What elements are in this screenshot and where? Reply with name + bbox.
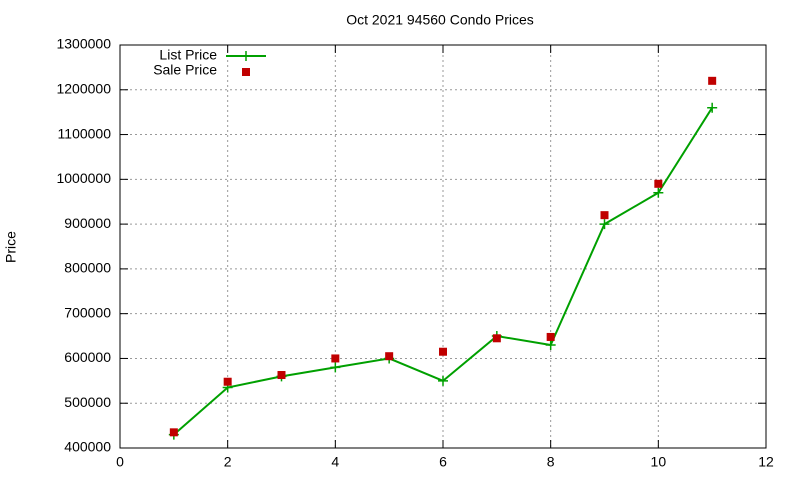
y-tick-label: 1200000 — [56, 80, 111, 96]
y-tick-label: 700000 — [64, 304, 111, 320]
data-point — [438, 375, 448, 386]
y-tick-label: 500000 — [64, 394, 111, 410]
legend-marker — [242, 68, 250, 76]
legend-label: List Price — [159, 47, 217, 63]
data-point — [492, 334, 501, 343]
y-tick-label: 1300000 — [56, 36, 111, 52]
x-tick-label: 10 — [651, 454, 667, 470]
data-point — [599, 219, 610, 230]
data-point — [331, 354, 340, 363]
data-point — [600, 211, 609, 220]
y-tick-label: 900000 — [64, 215, 111, 231]
y-tick-label: 800000 — [64, 260, 111, 276]
legend-marker — [241, 51, 251, 61]
data-point — [708, 76, 717, 85]
x-tick-label: 12 — [758, 454, 774, 470]
data-point — [546, 332, 555, 341]
data-point — [653, 187, 664, 198]
data-point — [439, 347, 447, 356]
x-tick-label: 4 — [331, 454, 339, 470]
data-point — [654, 179, 663, 188]
y-tick-label: 1000000 — [56, 170, 111, 186]
data-point — [330, 362, 341, 373]
data-point — [223, 377, 232, 386]
x-tick-label: 0 — [116, 454, 124, 470]
y-tick-label: 400000 — [64, 439, 111, 455]
chart-title: Oct 2021 94560 Condo Prices — [346, 12, 534, 28]
y-tick-label: 1100000 — [58, 125, 112, 141]
data-point — [277, 371, 286, 380]
data-point — [707, 102, 718, 113]
legend-label: Sale Price — [153, 62, 217, 78]
x-tick-label: 8 — [547, 454, 555, 470]
y-axis-label: Price — [3, 231, 19, 263]
x-tick-label: 6 — [439, 454, 447, 470]
y-tick-label: 600000 — [64, 349, 111, 365]
data-point — [169, 428, 178, 437]
plot-frame — [119, 44, 767, 449]
x-tick-label: 2 — [224, 454, 232, 470]
data-point — [545, 340, 556, 351]
data-point — [385, 352, 394, 361]
